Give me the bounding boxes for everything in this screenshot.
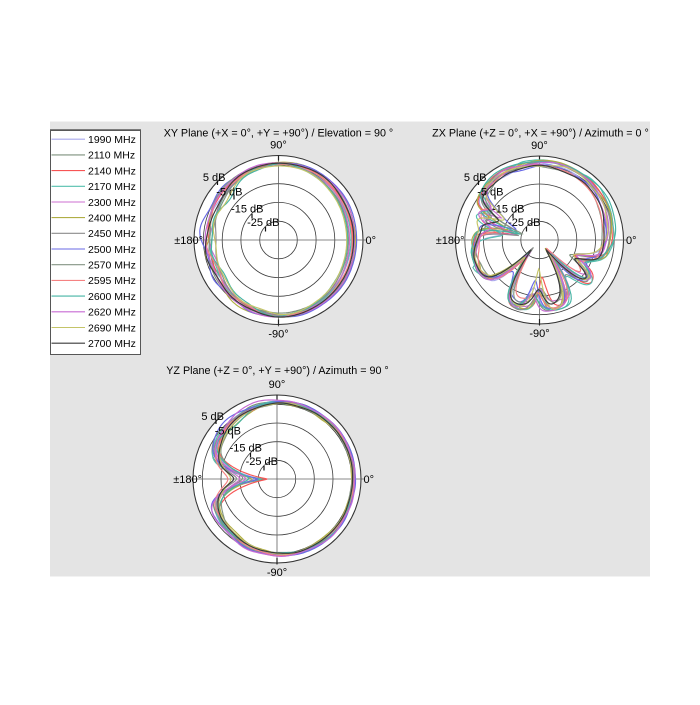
svg-text:-25 dB: -25 dB: [247, 217, 279, 229]
svg-text:2690 MHz: 2690 MHz: [88, 322, 136, 334]
svg-text:-5 dB: -5 dB: [216, 187, 242, 199]
svg-text:-5 dB: -5 dB: [215, 426, 241, 438]
svg-text:90°: 90°: [269, 379, 286, 391]
svg-text:2170 MHz: 2170 MHz: [88, 181, 136, 193]
svg-text:XY Plane (+X = 0°, +Y = +90°): XY Plane (+X = 0°, +Y = +90°) / Elevatio…: [164, 128, 393, 140]
svg-text:-25 dB: -25 dB: [508, 217, 540, 229]
svg-text:-15 dB: -15 dB: [492, 204, 524, 216]
svg-text:-5 dB: -5 dB: [477, 187, 503, 199]
svg-text:YZ Plane (+Z = 0°, +Y = +90°): YZ Plane (+Z = 0°, +Y = +90°) / Azimuth …: [166, 365, 388, 377]
svg-text:0°: 0°: [626, 235, 637, 247]
svg-text:2600 MHz: 2600 MHz: [88, 291, 136, 303]
svg-text:-25 dB: -25 dB: [246, 456, 278, 468]
svg-text:-90°: -90°: [267, 567, 287, 579]
svg-text:2110 MHz: 2110 MHz: [88, 150, 135, 162]
svg-text:2570 MHz: 2570 MHz: [88, 260, 136, 272]
svg-text:0°: 0°: [366, 235, 377, 247]
svg-text:-15 dB: -15 dB: [231, 204, 263, 216]
svg-text:±180°: ±180°: [173, 474, 202, 486]
svg-text:1990 MHz: 1990 MHz: [88, 134, 136, 146]
svg-text:-90°: -90°: [529, 328, 549, 340]
svg-text:2620 MHz: 2620 MHz: [88, 307, 136, 319]
svg-text:2450 MHz: 2450 MHz: [88, 228, 136, 240]
svg-text:2595 MHz: 2595 MHz: [88, 275, 136, 287]
svg-text:-90°: -90°: [268, 329, 288, 341]
svg-text:2700 MHz: 2700 MHz: [88, 338, 136, 350]
svg-text:±180°: ±180°: [174, 235, 203, 247]
svg-text:5 dB: 5 dB: [464, 172, 487, 184]
svg-text:2140 MHz: 2140 MHz: [88, 165, 136, 177]
svg-text:ZX Plane (+Z = 0°, +X = +90°): ZX Plane (+Z = 0°, +X = +90°) / Azimuth …: [432, 128, 649, 140]
svg-text:90°: 90°: [531, 140, 548, 152]
svg-text:5 dB: 5 dB: [201, 411, 224, 423]
svg-text:-15 dB: -15 dB: [230, 443, 262, 455]
svg-text:90°: 90°: [270, 140, 287, 152]
svg-text:2400 MHz: 2400 MHz: [88, 212, 136, 224]
svg-text:5 dB: 5 dB: [203, 172, 226, 184]
svg-text:±180°: ±180°: [436, 235, 465, 247]
svg-text:2300 MHz: 2300 MHz: [88, 197, 136, 209]
svg-text:0°: 0°: [364, 474, 375, 486]
svg-text:2500 MHz: 2500 MHz: [88, 244, 136, 256]
